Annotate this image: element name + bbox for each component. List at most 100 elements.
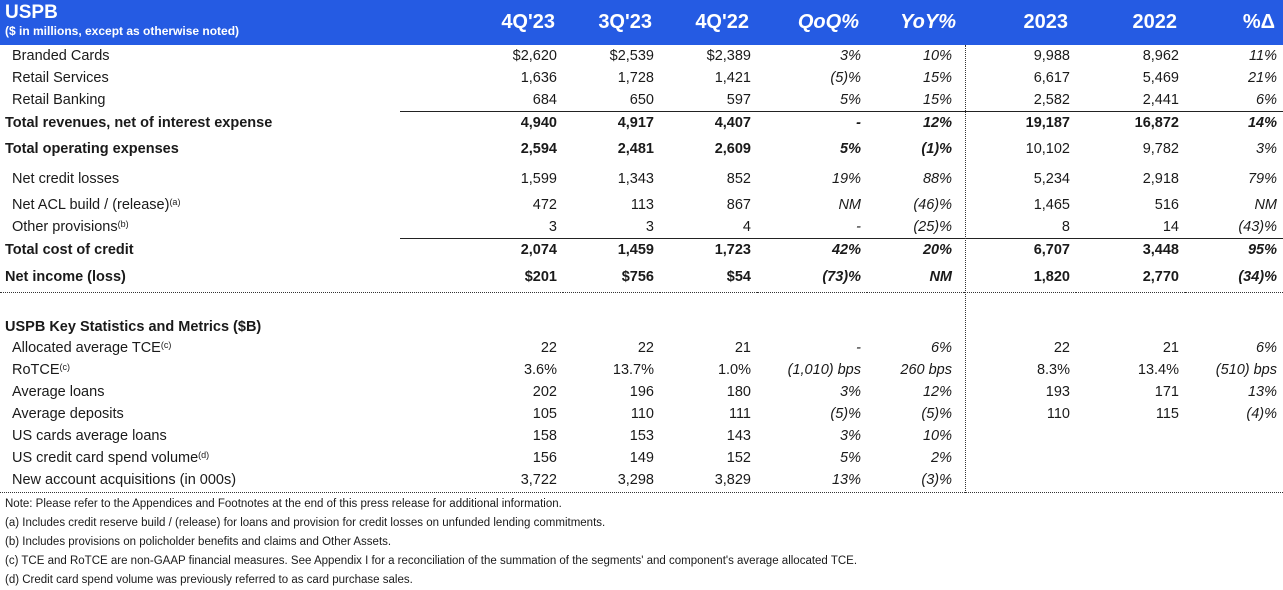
footnote: (d) Credit card spend volume was previou…: [5, 574, 413, 586]
table-cell: 143: [726, 428, 751, 444]
table-cell: 2,609: [714, 141, 751, 157]
table-cell: -: [757, 216, 867, 239]
table-cell: [964, 447, 1076, 469]
table-row: RoTCE(c) 3.6% 13.7% 1.0% (1,010) bps 260 bps 8…: [0, 359, 1283, 381]
table-cell: 1,728: [617, 70, 654, 86]
table-row: Branded Cards $2,620 $2,539 $2,389 3% 10% 9,98…: [0, 45, 1283, 67]
table-cell: 149: [629, 450, 654, 466]
row-label-text: US credit card spend volume: [12, 450, 199, 466]
table-cell: 3: [563, 216, 660, 239]
table-cell: 3%: [840, 48, 861, 64]
table-cell: 105: [532, 406, 557, 422]
table-cell: 597: [660, 89, 757, 112]
row-label-text: Branded Cards: [12, 48, 110, 64]
col-header: %Δ: [1242, 11, 1275, 33]
table-cell: 15%: [922, 70, 952, 86]
col-header: 2022: [1132, 11, 1178, 33]
table-cell: (43)%: [1185, 216, 1283, 239]
table-cell: 12%: [922, 115, 952, 131]
table-cell: 21: [734, 340, 751, 356]
table-cell: 1,636: [520, 70, 557, 86]
table-cell: (1,010) bps: [787, 362, 861, 378]
footnote: Note: Please refer to the Appendices and…: [5, 498, 562, 510]
table-cell: 4: [660, 216, 757, 239]
table-row: Average deposits 105 110 111 (5)% (5)% 110 115 (…: [0, 403, 1283, 425]
table-cell: 21: [1162, 340, 1179, 356]
table-cell: 1,421: [714, 70, 751, 86]
table-cell: [1076, 292, 1185, 337]
table-cell: 5,469: [1142, 70, 1179, 86]
table-cell: [757, 292, 867, 337]
table-cell: (3)%: [921, 472, 952, 488]
table-cell: 852: [726, 171, 751, 187]
table-cell: 22: [1053, 340, 1070, 356]
table-cell: [867, 292, 964, 337]
table-cell: NM: [1254, 197, 1277, 213]
row-label-text: New account acquisitions (in 000s): [12, 472, 237, 488]
row-label: New account acquisitions (in 000s): [0, 469, 400, 491]
table-cell: [1185, 292, 1283, 337]
row-label-text: USPB Key Statistics and Metrics ($B): [5, 319, 262, 335]
row-label: Net ACL build / (release)(a): [0, 194, 400, 216]
table-cell: $756: [621, 268, 654, 285]
header-row: USPB ($ in millions, except as otherwise…: [0, 0, 1283, 45]
table-row: New account acquisitions (in 000s) 3,722 3…: [0, 469, 1283, 491]
table-cell: 16,872: [1134, 115, 1179, 131]
table-row: Net income (loss) $201 $756 $54 (73)% NM 1,820…: [0, 261, 1283, 293]
table-cell: 9,988: [1033, 48, 1070, 64]
table-cell: 6,707: [1033, 242, 1070, 258]
footnote-ref: (a): [169, 197, 181, 207]
table-cell: $201: [524, 268, 557, 285]
table-cell: 171: [1154, 384, 1179, 400]
table-cell: 3%: [840, 428, 861, 444]
col-header: 3Q'23: [598, 11, 652, 33]
table-cell: -: [856, 340, 861, 356]
table-cell: 13%: [831, 472, 861, 488]
table-cell: 5%: [757, 89, 867, 112]
table-cell: 11%: [1249, 48, 1277, 64]
table-cell: 1.0%: [717, 362, 751, 378]
col-header: 4Q'23: [501, 11, 555, 33]
table-cell: 12%: [922, 384, 952, 400]
table-cell: 5%: [840, 141, 861, 157]
table-cell: 10,102: [1025, 141, 1070, 157]
table-cell: 19%: [831, 171, 861, 187]
table-row: USPB Key Statistics and Metrics ($B): [0, 292, 1283, 337]
table-cell: (5)%: [830, 70, 861, 86]
row-label: Total cost of credit: [0, 239, 400, 262]
table-cell: 6,617: [1033, 70, 1070, 86]
table-cell: NM: [929, 268, 952, 285]
row-label-text: Net income (loss): [5, 268, 126, 285]
table-cell: 4,407: [714, 115, 751, 131]
table-cell: 2%: [931, 450, 952, 466]
table-cell: 3,448: [1142, 242, 1179, 258]
table-row: Total operating expenses 2,594 2,481 2,609 5…: [0, 134, 1283, 164]
row-label: Retail Services: [0, 67, 400, 89]
table-cell: [964, 425, 1076, 447]
col-header: 4Q'22: [695, 11, 749, 33]
table-cell: 193: [1045, 384, 1070, 400]
table-cell: 13%: [1247, 384, 1277, 400]
footnote-ref: (b): [117, 219, 129, 230]
table-cell: 3,298: [617, 472, 654, 488]
table-cell: 2,441: [1076, 89, 1185, 112]
table-cell: 20%: [922, 242, 952, 258]
footnote-ref: (d): [198, 450, 210, 460]
col-header: YoY%: [900, 11, 956, 33]
table-cell: 22: [637, 340, 654, 356]
table-cell: 6%: [1256, 340, 1277, 356]
row-label-text: Allocated average TCE: [12, 340, 161, 356]
table-cell: 1,459: [617, 242, 654, 258]
footnote-ref: (c): [59, 362, 71, 372]
table-row: Total cost of credit 2,074 1,459 1,723 42% 20…: [0, 239, 1283, 262]
table-cell: 8,962: [1142, 48, 1179, 64]
table-cell: 4,917: [617, 115, 654, 131]
table-cell: (34)%: [1238, 268, 1277, 285]
row-label: Branded Cards: [0, 45, 400, 67]
table-cell: [964, 292, 1076, 337]
row-label: US credit card spend volume(d): [0, 447, 400, 469]
table-cell: 4,940: [520, 115, 557, 131]
table-cell: 158: [532, 428, 557, 444]
notes-divider: [0, 492, 1283, 493]
table-cell: 95%: [1247, 242, 1277, 258]
